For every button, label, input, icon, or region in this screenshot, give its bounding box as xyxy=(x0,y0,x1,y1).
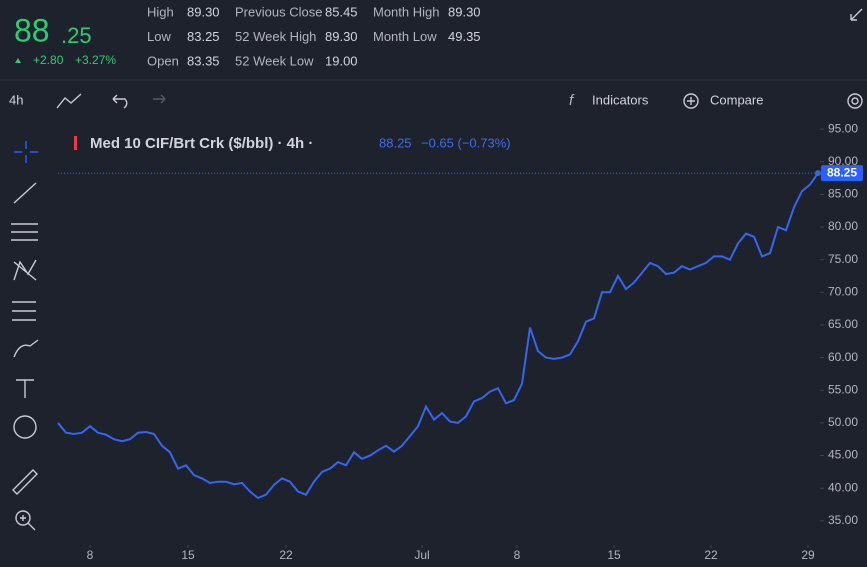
y-tick-label: 40.00 xyxy=(828,480,858,494)
stat-label: High xyxy=(147,4,174,19)
stat-value: 49.35 xyxy=(448,29,481,44)
stat-value: 83.35 xyxy=(187,53,220,68)
y-tick-label: 50.00 xyxy=(828,415,858,429)
channel-tool[interactable] xyxy=(11,223,38,241)
x-tick-label: 15 xyxy=(181,548,195,562)
stat-label: Previous Close xyxy=(235,4,322,19)
fx-icon[interactable]: f xyxy=(569,92,575,109)
y-tick-label: 95.00 xyxy=(828,121,858,135)
settings-icon[interactable] xyxy=(847,93,863,109)
x-tick-label: 22 xyxy=(704,548,718,562)
x-tick-label: 8 xyxy=(87,548,94,562)
compare-button[interactable]: Compare xyxy=(710,92,763,107)
chart-title: Med 10 CIF/Brt Crk ($/bbl) · 4h · xyxy=(90,135,313,152)
stat-label: Month Low xyxy=(373,29,437,44)
stat-label: Open xyxy=(147,53,179,68)
stat-label: Month High xyxy=(373,4,439,19)
x-tick-label: Jul xyxy=(414,548,429,562)
stat-value: 85.45 xyxy=(325,4,358,19)
y-tick-label: 35.00 xyxy=(828,513,858,527)
price-line xyxy=(57,172,819,500)
stat-value: 83.25 xyxy=(187,29,220,44)
stat-label: Low xyxy=(147,29,171,44)
zoom-tool[interactable] xyxy=(15,510,31,526)
indicators-button[interactable]: Indicators xyxy=(592,92,649,107)
price-tag xyxy=(821,165,863,182)
y-tick-label: 70.00 xyxy=(828,284,858,298)
stat-value: 89.30 xyxy=(325,29,358,44)
chart-type-icon[interactable] xyxy=(56,93,82,109)
y-tick-label: 80.00 xyxy=(828,219,858,233)
zoom-plus xyxy=(20,515,36,531)
collapse-icon[interactable] xyxy=(850,8,863,21)
interval[interactable]: 4h xyxy=(9,92,23,107)
x-tick-label: 29 xyxy=(801,548,815,562)
x-tick-label: 8 xyxy=(514,548,521,562)
pattern-tool[interactable] xyxy=(13,259,37,281)
text-tool[interactable] xyxy=(16,379,34,398)
compare-icon[interactable] xyxy=(683,93,699,109)
stat-value: 19.00 xyxy=(325,53,358,68)
stat-value: 89.30 xyxy=(448,4,481,19)
undo-icon[interactable] xyxy=(112,94,128,109)
brush-tool[interactable] xyxy=(13,339,39,358)
stat-label: 52 Week Low xyxy=(235,53,314,68)
y-tick-label: 90.00 xyxy=(828,154,858,168)
emoji-tool[interactable] xyxy=(13,415,37,439)
last-point xyxy=(815,170,821,177)
ruler-tool[interactable] xyxy=(12,469,38,495)
stat-label: 52 Week High xyxy=(235,29,316,44)
legend-marker xyxy=(74,136,77,150)
redo-icon[interactable] xyxy=(153,94,166,104)
compare-plus xyxy=(687,97,695,105)
stats: High 89.30 Low 83.25 Open 83.35 Previous Close… xyxy=(147,4,481,68)
crosshair-tool[interactable] xyxy=(14,141,38,163)
up-arrow xyxy=(15,58,21,63)
y-tick-label: 60.00 xyxy=(828,350,858,364)
y-tick-label: 75.00 xyxy=(828,252,858,266)
change: +2.80 xyxy=(33,53,64,67)
price-dec: .25 xyxy=(61,23,92,48)
stat-value: 89.30 xyxy=(187,4,220,19)
y-tick-label: 85.00 xyxy=(828,187,858,201)
line-tool[interactable] xyxy=(13,182,37,204)
x-tick-label: 15 xyxy=(607,548,621,562)
fib-tool[interactable] xyxy=(12,301,36,321)
y-tick-label: 65.00 xyxy=(828,317,858,331)
plot: 35.00 40.00 45.00 50.00 55.00 60.00 65.00 70.00… xyxy=(57,121,863,562)
settings-center xyxy=(851,97,859,105)
y-tick-label: 55.00 xyxy=(828,382,858,396)
price-tag-label: 88.25 xyxy=(827,165,857,179)
legend-change: −0.65 (−0.73%) xyxy=(421,135,511,150)
price-int: 88 xyxy=(14,12,50,48)
x-tick-label: 22 xyxy=(279,548,293,562)
change-pct: +3.27% xyxy=(75,53,116,67)
y-tick-label: 45.00 xyxy=(828,448,858,462)
legend-value: 88.25 xyxy=(379,135,412,150)
